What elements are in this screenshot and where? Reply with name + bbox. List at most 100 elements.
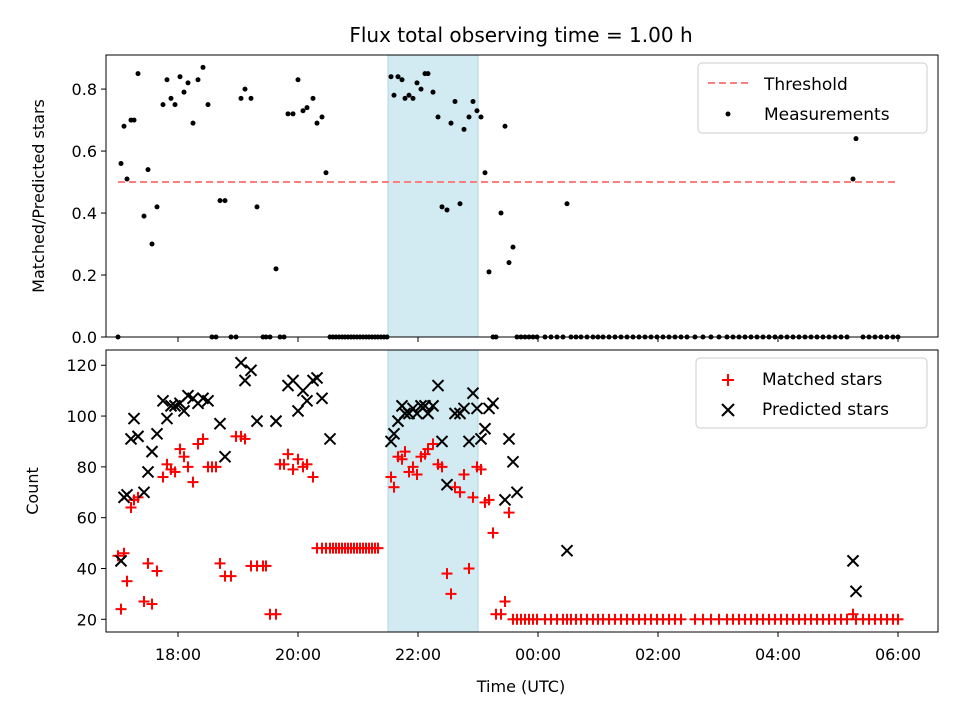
data-point-matched	[372, 542, 384, 554]
data-point-predicted	[177, 404, 191, 418]
y-tick-label: 0.2	[72, 266, 97, 285]
bottom-axes-frame	[105, 349, 939, 633]
data-point-predicted	[124, 432, 138, 446]
data-point	[402, 95, 408, 101]
top-axes-frame	[105, 54, 939, 338]
data-point-matched	[411, 468, 423, 480]
data-point-predicted	[160, 412, 174, 425]
data-point-predicted	[498, 493, 512, 507]
data-point	[470, 98, 476, 104]
data-point-matched	[225, 570, 237, 582]
data-point-predicted	[141, 465, 155, 479]
data-point	[448, 120, 454, 126]
data-point-matched	[146, 598, 158, 610]
data-point-predicted	[300, 394, 314, 408]
data-point	[323, 170, 329, 176]
data-point	[482, 170, 488, 176]
data-point-predicted	[448, 407, 462, 420]
data-point	[273, 266, 279, 272]
data-point-predicted	[218, 450, 232, 463]
data-point-predicted	[244, 364, 258, 377]
data-point-matched	[427, 438, 439, 450]
data-point	[304, 105, 310, 111]
y-tick-label: 60	[77, 509, 97, 528]
data-point-predicted	[234, 356, 248, 369]
data-point-matched	[407, 461, 419, 473]
data-point-matched	[210, 461, 222, 473]
data-point-matched	[463, 562, 475, 574]
data-point-predicted	[486, 397, 500, 410]
x-tick-label: 06:00	[875, 645, 921, 664]
data-point-predicted	[474, 432, 488, 446]
y-tick-label: 100	[66, 407, 97, 426]
data-point-matched	[307, 471, 319, 483]
data-point	[310, 95, 316, 101]
data-point	[506, 260, 512, 266]
data-point-predicted	[457, 402, 471, 415]
data-point-matched	[441, 568, 453, 580]
data-point-matched	[278, 458, 290, 470]
data-point-predicted	[426, 399, 440, 413]
data-point	[217, 198, 223, 204]
data-point	[439, 204, 445, 210]
data-point	[410, 95, 416, 101]
data-point-matched	[169, 466, 181, 478]
data-point	[486, 269, 492, 275]
data-point-predicted	[478, 422, 492, 435]
data-point	[388, 74, 394, 80]
data-point	[160, 102, 166, 108]
data-point-matched	[187, 476, 199, 488]
data-point	[222, 198, 228, 204]
data-point	[190, 120, 196, 126]
data-point	[145, 167, 151, 173]
data-point-predicted	[462, 435, 476, 448]
legend-threshold-label: Threshold	[763, 75, 848, 95]
bot-highlight-span	[387, 349, 479, 633]
data-point	[195, 77, 201, 83]
data-point-predicted	[127, 412, 141, 425]
data-point	[154, 204, 160, 210]
data-point	[314, 120, 320, 126]
bottom-legend: Matched stars Predicted stars	[695, 357, 928, 429]
data-point-predicted	[398, 407, 412, 420]
data-point-predicted	[120, 488, 134, 502]
data-point	[168, 95, 174, 101]
x-tick-label: 02:00	[635, 645, 681, 664]
data-point-matched	[675, 613, 687, 625]
data-point-matched	[142, 557, 154, 569]
x-tick-label: 18:00	[155, 645, 201, 664]
data-point-matched	[449, 481, 461, 493]
data-point	[564, 201, 570, 207]
data-point	[457, 201, 463, 207]
data-point-predicted	[286, 374, 300, 387]
data-point	[141, 213, 147, 219]
data-point-predicted	[849, 585, 863, 598]
data-point	[248, 95, 254, 101]
data-point	[510, 244, 516, 250]
data-point-matched	[138, 596, 150, 608]
data-point-matched	[495, 608, 507, 620]
data-point-predicted	[238, 374, 252, 387]
data-point	[181, 89, 187, 95]
data-point	[185, 80, 191, 86]
data-point	[435, 114, 441, 120]
data-point-predicted	[131, 430, 145, 443]
data-point	[418, 86, 424, 92]
data-point	[254, 204, 260, 210]
chart-title: Flux total observing time = 1.00 h	[349, 23, 692, 47]
data-point-matched	[445, 588, 457, 600]
data-point-predicted	[846, 554, 860, 568]
data-point-matched	[475, 463, 487, 475]
data-point	[149, 241, 155, 247]
top-legend-box	[697, 62, 928, 134]
data-point-predicted	[470, 402, 484, 415]
data-point-matched	[454, 486, 466, 498]
data-point-predicted	[435, 435, 449, 448]
bottom-panel: 20 40 60 80 100 120 18:00 20:00 22:00 00:00 02:00…	[23, 349, 939, 696]
data-point	[478, 114, 484, 120]
data-point-predicted	[296, 384, 310, 397]
data-point-predicted	[502, 432, 516, 446]
data-point-predicted	[431, 379, 445, 392]
data-point	[444, 207, 450, 213]
data-point	[124, 176, 130, 182]
